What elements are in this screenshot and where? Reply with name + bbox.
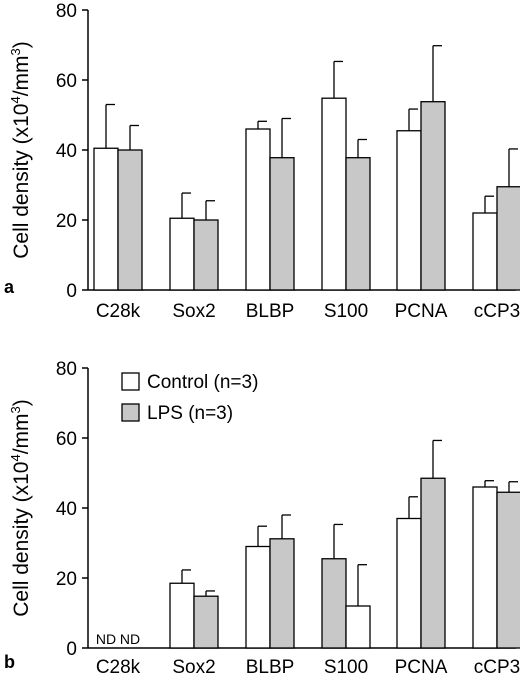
bar-control-ccp3 bbox=[472, 212, 498, 291]
x-tick-label: BLBP bbox=[246, 657, 295, 678]
y-tick-label: 40 bbox=[56, 499, 77, 520]
bar-control-c28k bbox=[93, 147, 119, 291]
legend-label-control: Control (n=3) bbox=[147, 372, 258, 393]
y-tick-label: 20 bbox=[56, 211, 77, 232]
y-axis-label: Cell density (x104/mm3) bbox=[8, 41, 33, 259]
nd-label-control: ND bbox=[96, 631, 116, 647]
chart-panel-a: 0 20 40 60 80 Cell density (x104/mm3) a C28k Sox… bbox=[4, 1, 520, 322]
bar-control-sox2 bbox=[169, 582, 195, 649]
bar-control-blbp bbox=[245, 128, 271, 291]
bar-control-s100 bbox=[345, 605, 371, 649]
legend-swatch-lps bbox=[121, 403, 140, 422]
y-tick-label: 80 bbox=[56, 359, 77, 380]
panel-letter: b bbox=[4, 652, 15, 672]
bar-lps-blbp bbox=[269, 157, 295, 291]
bar-lps-sox2 bbox=[193, 219, 219, 291]
x-tick-label: PCNA bbox=[395, 657, 448, 678]
y-tick-label: 0 bbox=[66, 281, 77, 302]
nd-label-lps: ND bbox=[120, 631, 140, 647]
bar-lps-ccp3 bbox=[496, 491, 520, 649]
x-tick-label: PCNA bbox=[395, 301, 448, 322]
x-tick-label: S100 bbox=[324, 301, 368, 322]
bar-control-pcna bbox=[396, 130, 422, 291]
x-tick-label: cCP3 bbox=[474, 657, 520, 678]
x-tick-label: S100 bbox=[324, 657, 368, 678]
bar-control-ccp3 bbox=[472, 486, 498, 649]
legend-label-lps: LPS (n=3) bbox=[147, 403, 233, 424]
bar-lps-pcna bbox=[420, 477, 446, 649]
y-tick-label: 20 bbox=[56, 569, 77, 590]
bar-lps-pcna bbox=[420, 101, 446, 291]
y-tick-label: 60 bbox=[56, 429, 77, 450]
bar-control-blbp bbox=[245, 545, 271, 649]
y-tick-label: 40 bbox=[56, 141, 77, 162]
y-axis-label: Cell density (x104/mm3) bbox=[8, 399, 33, 617]
x-tick-label: BLBP bbox=[246, 301, 295, 322]
chart-panel-b: 0 20 40 60 80 Cell density (x104/mm3) b C28k Sox… bbox=[4, 359, 520, 678]
legend-swatch-control bbox=[121, 372, 140, 391]
y-tick-label: 60 bbox=[56, 71, 77, 92]
bar-control-s100 bbox=[321, 97, 347, 291]
bar-control-pcna bbox=[396, 517, 422, 649]
x-tick-label: Sox2 bbox=[172, 301, 215, 322]
bar-lps-sox2 bbox=[193, 595, 219, 649]
panel-letter: a bbox=[4, 277, 15, 297]
x-tick-label: C28k bbox=[96, 657, 141, 678]
bar-control-sox2 bbox=[169, 217, 195, 291]
y-tick-label: 0 bbox=[66, 639, 77, 660]
bar-lps-s100 bbox=[321, 558, 347, 649]
y-tick-label: 80 bbox=[56, 1, 77, 22]
bar-lps-ccp3 bbox=[496, 186, 520, 291]
bar-lps-blbp bbox=[269, 538, 295, 649]
bar-lps-c28k bbox=[117, 149, 143, 291]
x-tick-label: cCP3 bbox=[474, 301, 520, 322]
x-tick-label: C28k bbox=[96, 301, 141, 322]
x-tick-label: Sox2 bbox=[172, 657, 215, 678]
bar-lps-s100 bbox=[345, 157, 371, 291]
